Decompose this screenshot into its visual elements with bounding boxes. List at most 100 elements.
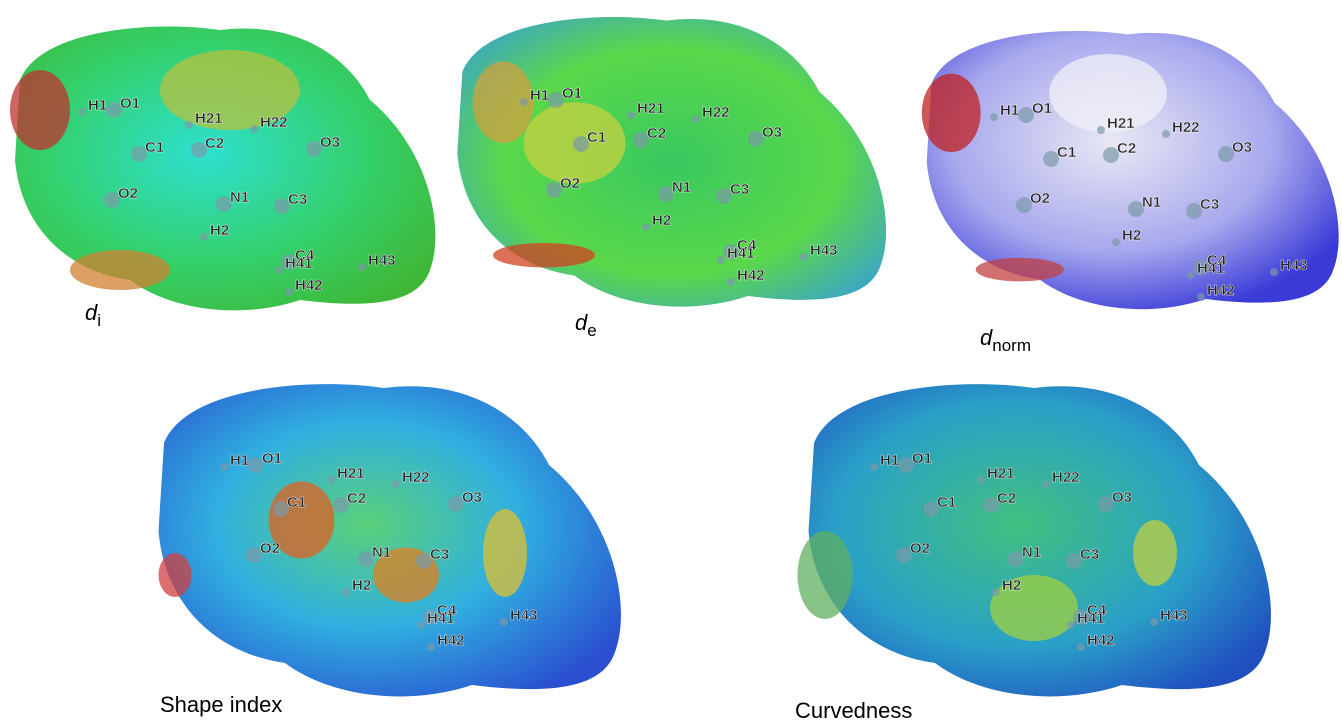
atom-label: O2 (560, 175, 580, 192)
atom-label: O1 (120, 95, 140, 112)
atom-label: H22 (1172, 119, 1200, 136)
atom-label: H22 (702, 104, 730, 121)
atom-label: O1 (562, 85, 582, 102)
atom-label: H43 (810, 242, 838, 259)
atom-sphere (1097, 126, 1105, 134)
atom-label: C2 (347, 490, 366, 507)
surface-panel: H1O1H21H22C1C2O3O2N1C3H2C4H41H43H42 (159, 384, 621, 696)
atom-sphere (427, 643, 435, 651)
atom-sphere (727, 278, 735, 286)
atom-sphere (392, 480, 400, 488)
atom-label: C1 (287, 494, 306, 511)
atom-sphere (977, 476, 985, 484)
atom-label: H1 (230, 452, 249, 469)
atom-label: H21 (337, 465, 365, 482)
atom-label: C3 (288, 191, 307, 208)
figure: H1O1H21H22C1C2O3O2N1C3H2C4H41H43H42diH1O… (0, 0, 1342, 728)
atom-label: H1 (88, 97, 107, 114)
atom-sphere (358, 263, 366, 271)
atom-label: O3 (1232, 139, 1252, 156)
atom-sphere (1187, 271, 1195, 279)
atom-label: H22 (260, 114, 288, 131)
atom-label: H2 (352, 577, 371, 594)
atom-sphere (342, 588, 350, 596)
atom-label: H41 (285, 255, 313, 272)
atom-label: H43 (1280, 257, 1308, 274)
atom-label: H2 (652, 212, 671, 229)
atom-label: H1 (880, 452, 899, 469)
surface-spot (493, 243, 595, 267)
atom-label: N1 (230, 189, 249, 206)
surface-spot (976, 258, 1064, 282)
atom-sphere (870, 463, 878, 471)
hirshfeld-surface (159, 384, 621, 696)
atom-label: H42 (295, 277, 323, 294)
atom-label: H43 (368, 252, 396, 269)
caption-symbol: d (980, 325, 993, 350)
atom-sphere (220, 463, 228, 471)
atom-label: O1 (912, 450, 932, 467)
atom-sphere (1077, 643, 1085, 651)
atom-sphere (642, 223, 650, 231)
panel-caption: Shape index (160, 692, 282, 717)
atom-label: H2 (210, 222, 229, 239)
atom-label: O3 (320, 134, 340, 151)
atom-label: H43 (1160, 607, 1188, 624)
atom-label: H22 (402, 469, 430, 486)
atom-sphere (992, 588, 1000, 596)
atom-label: H21 (195, 110, 223, 127)
atom-sphere (717, 256, 725, 264)
surface-spot (1133, 520, 1177, 586)
caption-subscript: e (587, 321, 596, 340)
surface-spot (922, 74, 981, 152)
atom-sphere (417, 621, 425, 629)
atom-label: N1 (672, 179, 691, 196)
atom-sphere (520, 98, 528, 106)
atom-sphere (327, 476, 335, 484)
surface (798, 384, 1271, 696)
surface-spot (483, 509, 527, 597)
atom-label: O3 (462, 489, 482, 506)
atom-label: N1 (372, 544, 391, 561)
atom-label: H1 (1000, 102, 1019, 119)
atom-sphere (1112, 238, 1120, 246)
atom-label: O2 (1030, 190, 1050, 207)
atom-sphere (275, 266, 283, 274)
surface-spot (70, 250, 170, 290)
atom-label: C2 (997, 490, 1016, 507)
atom-label: C2 (1117, 140, 1136, 157)
atom-label: C1 (145, 139, 164, 156)
caption-subscript: norm (992, 336, 1031, 355)
caption-subscript: i (97, 311, 101, 330)
atom-sphere (500, 618, 508, 626)
atom-label: H21 (637, 100, 665, 117)
atom-label: H41 (1077, 610, 1105, 627)
atom-label: H41 (427, 610, 455, 627)
atom-sphere (200, 233, 208, 241)
surface (457, 17, 886, 307)
atom-label: H42 (1207, 282, 1235, 299)
atom-sphere (692, 115, 700, 123)
panel-caption: Curvedness (795, 698, 912, 723)
hirshfeld-surface (809, 384, 1271, 696)
atom-label: H41 (727, 245, 755, 262)
atom-sphere (1042, 480, 1050, 488)
atom-label: H21 (1107, 115, 1135, 132)
atom-label: H42 (1087, 632, 1115, 649)
atom-label: O3 (762, 124, 782, 141)
atom-label: C3 (730, 181, 749, 198)
atom-label: H42 (437, 632, 465, 649)
surface-spot (10, 70, 70, 150)
atom-label: C1 (937, 494, 956, 511)
atom-label: H43 (510, 607, 538, 624)
atom-label: H21 (987, 465, 1015, 482)
atom-sphere (185, 121, 193, 129)
atom-label: O1 (1032, 100, 1052, 117)
surface (922, 31, 1339, 309)
panel-caption: dnorm (980, 325, 1031, 355)
panel-caption: di (85, 300, 101, 330)
atom-sphere (800, 253, 808, 261)
atom-label: N1 (1022, 544, 1041, 561)
